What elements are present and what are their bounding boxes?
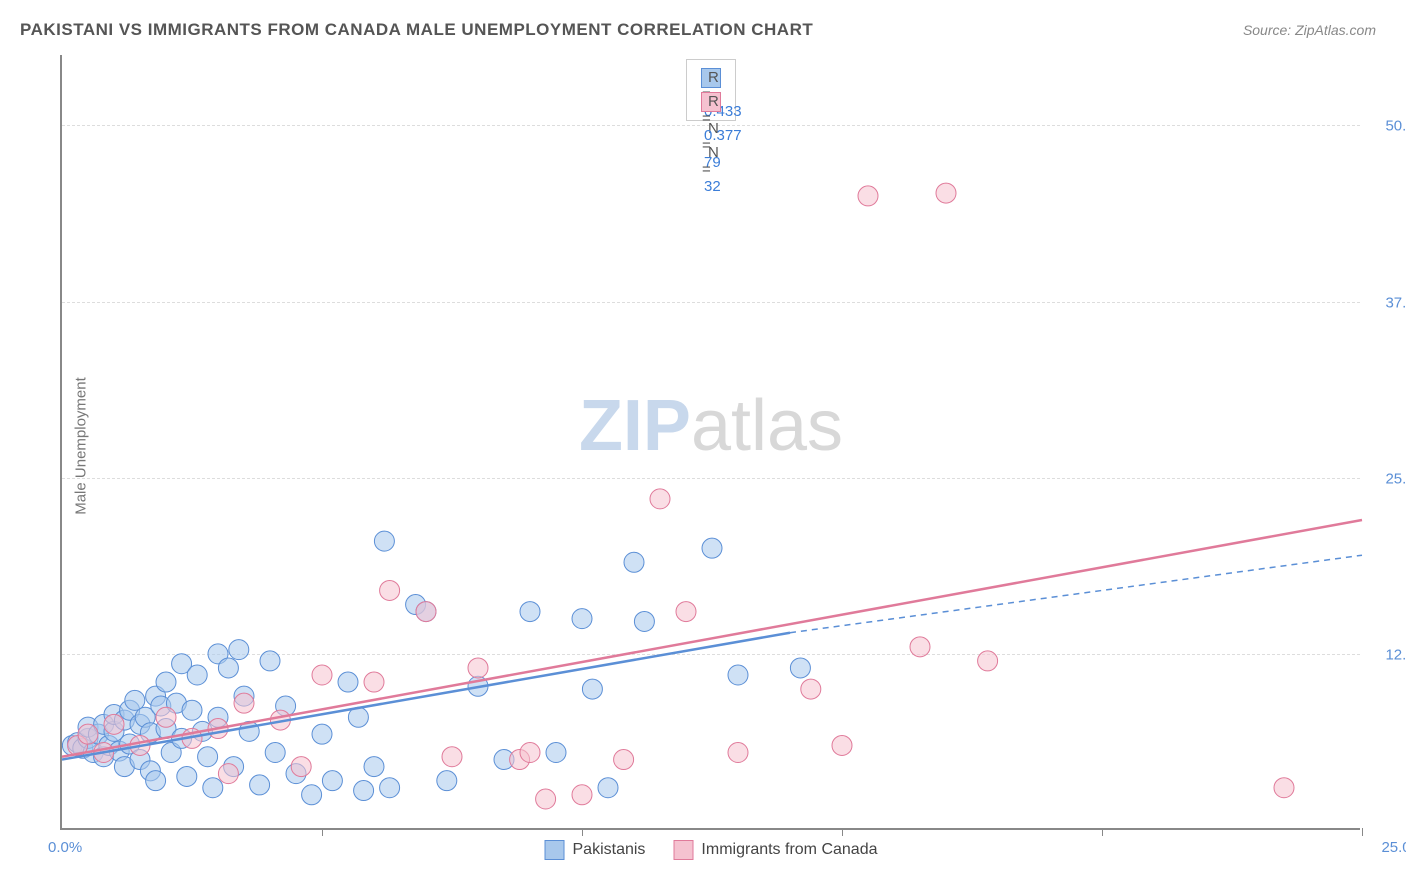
scatter-point: [520, 602, 540, 622]
scatter-point: [146, 771, 166, 791]
x-origin-label: 0.0%: [48, 839, 82, 856]
scatter-point: [312, 724, 332, 744]
scatter-point: [104, 714, 124, 734]
scatter-point: [198, 747, 218, 767]
scatter-point: [442, 747, 462, 767]
scatter-point: [416, 602, 436, 622]
scatter-point: [380, 778, 400, 798]
legend-swatch: [673, 840, 693, 860]
scatter-point: [614, 750, 634, 770]
y-tick-label: 50.0%: [1385, 118, 1406, 135]
legend-swatch: R =0.433N =79: [701, 68, 721, 88]
legend-swatch: R =0.377N =32: [701, 92, 721, 112]
scatter-point: [582, 679, 602, 699]
legend-stats-box: R =0.433N =79 R =0.377N =32: [686, 59, 736, 121]
scatter-point: [728, 665, 748, 685]
scatter-point: [354, 781, 374, 801]
x-max-label: 25.0%: [1381, 839, 1406, 856]
scatter-point: [218, 764, 238, 784]
scatter-point: [910, 637, 930, 657]
scatter-point: [936, 183, 956, 203]
x-tick: [842, 828, 843, 836]
n-value: 32: [704, 178, 752, 195]
legend-item: Immigrants from Canada: [673, 840, 877, 860]
scatter-point: [182, 700, 202, 720]
legend-label: Immigrants from Canada: [701, 841, 877, 859]
scatter-point: [546, 743, 566, 763]
scatter-point: [364, 672, 384, 692]
y-tick-label: 12.5%: [1385, 646, 1406, 663]
scatter-point: [728, 743, 748, 763]
scatter-point: [832, 735, 852, 755]
source-attribution: Source: ZipAtlas.com: [1243, 22, 1376, 38]
scatter-point: [520, 743, 540, 763]
scatter-point: [468, 658, 488, 678]
scatter-point: [702, 538, 722, 558]
scatter-point: [322, 771, 342, 791]
plot-area: ZIPatlas 12.5%25.0%37.5%50.0% 0.0% 25.0%…: [60, 55, 1360, 830]
scatter-point: [218, 658, 238, 678]
scatter-point: [203, 778, 223, 798]
scatter-point: [177, 766, 197, 786]
scatter-point: [1274, 778, 1294, 798]
scatter-point: [234, 693, 254, 713]
y-tick-label: 25.0%: [1385, 470, 1406, 487]
scatter-point: [598, 778, 618, 798]
scatter-point: [634, 611, 654, 631]
scatter-point: [572, 609, 592, 629]
scatter-point: [265, 743, 285, 763]
x-tick: [1102, 828, 1103, 836]
scatter-point: [437, 771, 457, 791]
x-tick: [582, 828, 583, 836]
scatter-point: [380, 580, 400, 600]
scatter-point: [250, 775, 270, 795]
scatter-point: [676, 602, 696, 622]
scatter-point: [78, 724, 98, 744]
scatter-point: [801, 679, 821, 699]
legend-item: Pakistanis: [545, 840, 646, 860]
scatter-point: [338, 672, 358, 692]
scatter-point: [572, 785, 592, 805]
scatter-point: [260, 651, 280, 671]
x-tick: [322, 828, 323, 836]
scatter-point: [156, 707, 176, 727]
trend-line-extrapolated: [790, 555, 1362, 633]
legend-stat-row: R =0.377N =32: [701, 90, 721, 114]
legend-bottom: Pakistanis Immigrants from Canada: [545, 840, 878, 860]
legend-label: Pakistanis: [573, 841, 646, 859]
legend-stat-row: R =0.433N =79: [701, 66, 721, 90]
scatter-point: [312, 665, 332, 685]
scatter-point: [229, 640, 249, 660]
chart-title: PAKISTANI VS IMMIGRANTS FROM CANADA MALE…: [20, 20, 813, 40]
scatter-point: [291, 757, 311, 777]
scatter-point: [187, 665, 207, 685]
scatter-point: [536, 789, 556, 809]
legend-swatch: [545, 840, 565, 860]
scatter-point: [156, 672, 176, 692]
scatter-point: [374, 531, 394, 551]
scatter-point: [790, 658, 810, 678]
scatter-point: [624, 552, 644, 572]
scatter-point: [978, 651, 998, 671]
x-tick: [1362, 828, 1363, 836]
scatter-point: [364, 757, 384, 777]
scatter-point: [650, 489, 670, 509]
scatter-point: [858, 186, 878, 206]
r-value: 0.377: [704, 127, 752, 144]
y-tick-label: 37.5%: [1385, 294, 1406, 311]
scatter-point: [302, 785, 322, 805]
